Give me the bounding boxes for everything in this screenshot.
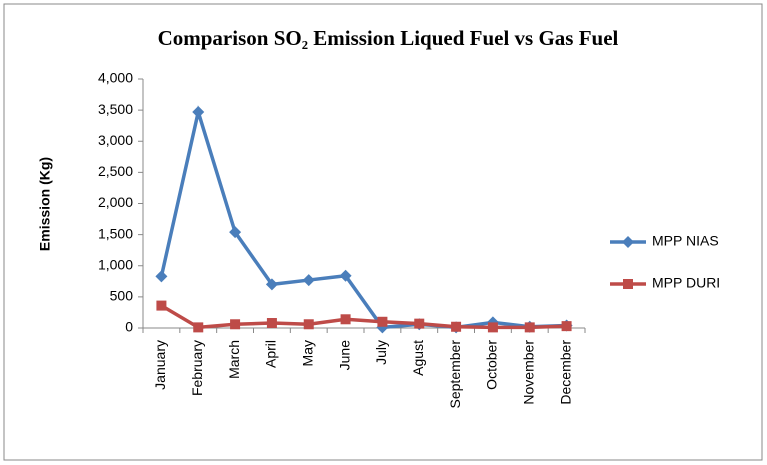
x-tick-label: November <box>520 340 536 405</box>
x-tick-label: April <box>263 340 279 368</box>
data-point <box>266 318 277 329</box>
data-point <box>339 269 352 282</box>
y-tick-label: 3,000 <box>98 132 133 148</box>
series-line <box>159 105 567 330</box>
data-point <box>524 322 535 333</box>
x-tick-label: May <box>299 340 315 366</box>
y-tick-label: 2,500 <box>98 163 133 179</box>
data-point <box>230 319 241 330</box>
x-tick-label: January <box>152 340 168 390</box>
y-tick-label: 2,000 <box>98 194 133 210</box>
x-tick-label: Agust <box>410 340 426 376</box>
legend-label: MPP NIAS <box>652 233 719 249</box>
data-point <box>265 278 278 291</box>
chart-border <box>3 3 763 461</box>
x-tick-label: July <box>373 340 389 365</box>
y-tick-label: 0 <box>125 319 133 335</box>
y-tick-label: 3,500 <box>98 101 133 117</box>
legend-marker <box>623 279 633 289</box>
data-point <box>561 321 572 332</box>
data-point <box>229 226 242 239</box>
y-tick-label: 1,000 <box>98 256 133 272</box>
data-point <box>303 319 314 330</box>
y-tick-label: 4,000 <box>98 70 133 86</box>
data-point <box>487 322 498 333</box>
y-tick-label: 500 <box>110 288 134 304</box>
data-point <box>451 321 462 332</box>
x-tick-label: October <box>484 340 500 390</box>
x-tick-label: March <box>226 340 242 379</box>
legend-marker <box>622 236 634 248</box>
data-point <box>192 105 205 118</box>
data-point <box>377 316 388 327</box>
data-point <box>340 314 351 325</box>
x-tick-label: June <box>336 340 352 371</box>
y-tick-label: 1,500 <box>98 225 133 241</box>
data-point <box>193 322 204 333</box>
series-line <box>160 304 567 330</box>
x-tick-label: September <box>447 340 463 409</box>
data-point <box>414 318 425 329</box>
data-point <box>302 274 315 287</box>
y-axis-label: Emission (Kg) <box>37 157 53 251</box>
x-tick-label: February <box>189 340 205 396</box>
x-tick-label: December <box>557 340 573 405</box>
chart-title: Comparison SO₂ Emission Liqued Fuel vs G… <box>158 26 619 50</box>
data-point <box>155 270 168 283</box>
data-point <box>156 300 167 311</box>
legend-label: MPP DURI <box>652 275 720 291</box>
